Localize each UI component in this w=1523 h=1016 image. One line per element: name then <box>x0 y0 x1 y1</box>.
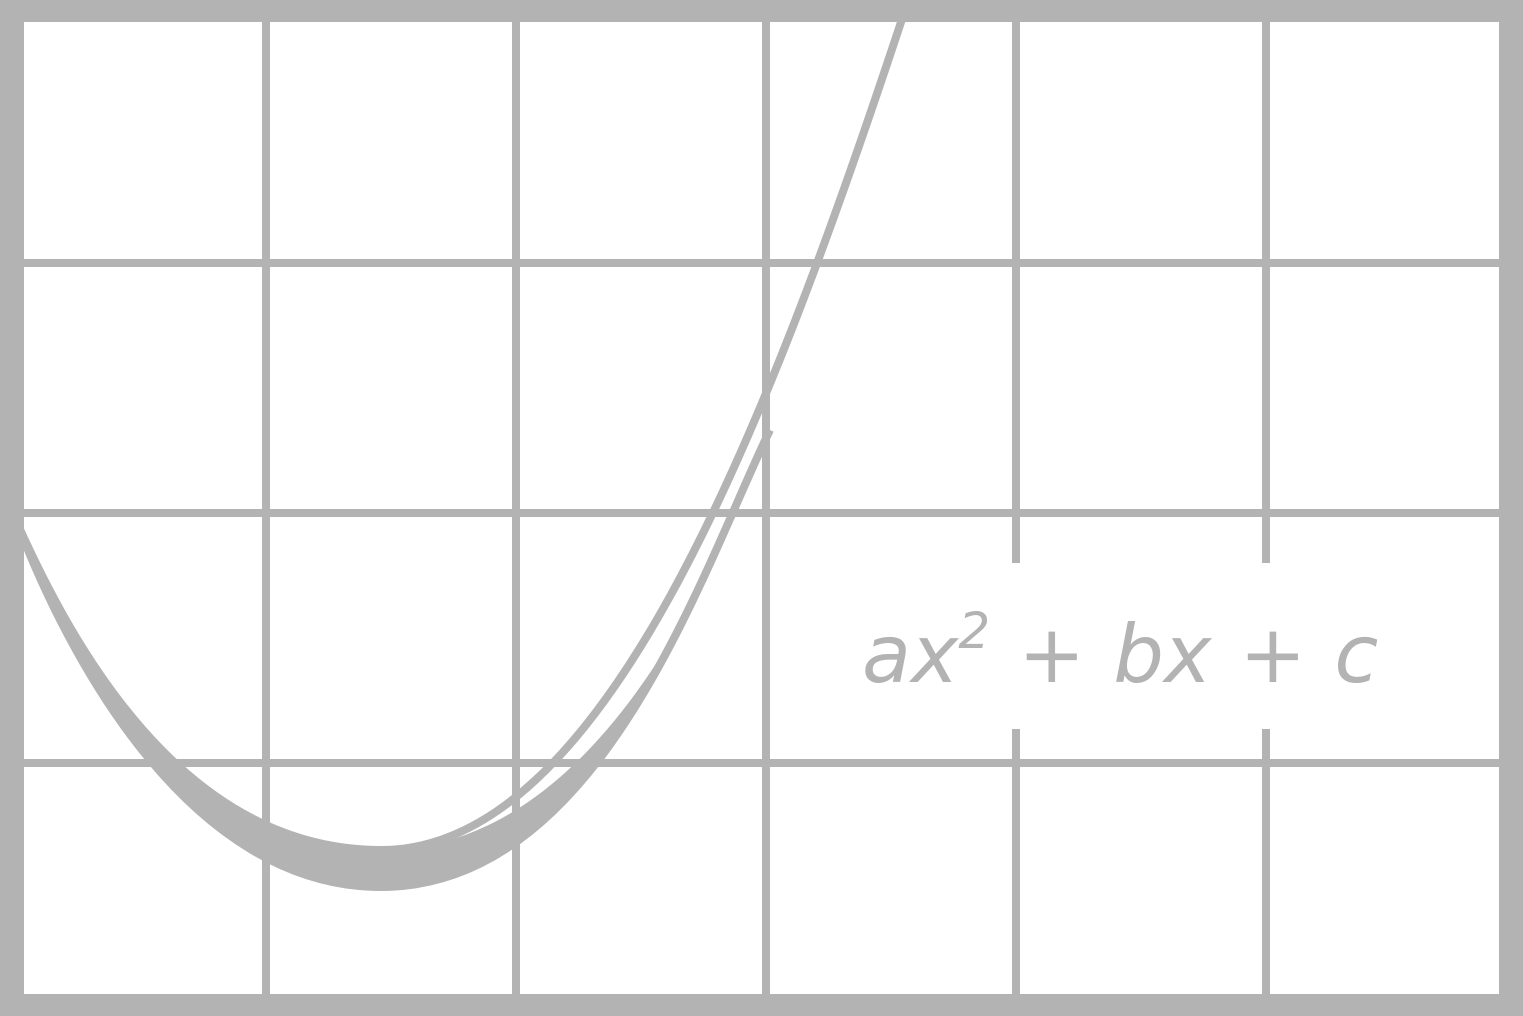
formula-plus-2: + <box>1239 608 1306 701</box>
parabola-curve <box>14 8 909 892</box>
formula-backdrop <box>1006 563 1276 729</box>
formula-label: ax2 + bx + c <box>862 602 1378 701</box>
formula-plus-1: + <box>1018 608 1085 701</box>
formula-x2: x <box>1161 608 1213 701</box>
formula-exponent: 2 <box>958 602 990 660</box>
parabola-fill <box>18 430 770 887</box>
grid <box>14 14 1509 1002</box>
formula-a: a <box>862 608 911 701</box>
formula-c: c <box>1334 608 1378 701</box>
parabola-upper-edge <box>14 8 909 855</box>
formula-b: b <box>1113 608 1164 701</box>
formula-x: x <box>908 608 960 701</box>
